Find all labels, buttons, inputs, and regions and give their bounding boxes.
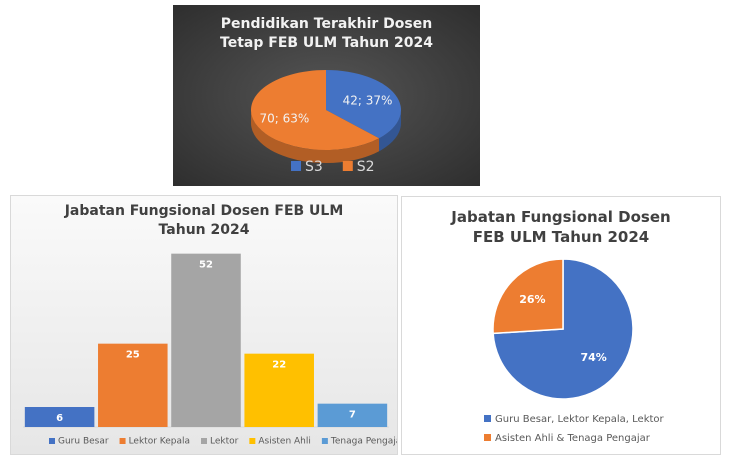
legend-swatch: [321, 438, 328, 444]
legend-label: Lektor: [210, 437, 239, 447]
chart-positions-bar: 6 25 52 22 7 Guru Besar Lektor Kepala Lektor Asi…: [10, 195, 398, 455]
data-label: 25: [126, 350, 140, 361]
bar: [98, 343, 168, 427]
legend-label: S3: [305, 159, 323, 175]
data-label: 26%: [519, 293, 545, 306]
chart-svg: 42; 37% 70; 63% S3 S2: [250, 70, 401, 175]
legend-swatch: [201, 438, 207, 444]
data-label: 7: [349, 410, 356, 421]
legend-swatch: [119, 438, 126, 444]
chart-title: Jabatan Fungsional Dosen FEB ULM Tahun 2…: [451, 208, 671, 247]
data-label: 52: [199, 260, 213, 271]
legend-label: Lektor Kepala: [129, 437, 190, 447]
data-label: 42; 37%: [343, 93, 393, 107]
legend-swatch: [249, 438, 256, 444]
legend-label: S2: [357, 159, 375, 175]
legend-swatch: [484, 434, 491, 441]
chart-education: 42; 37% 70; 63% S3 S2 Pendidikan Terakhir D…: [173, 5, 480, 186]
legend-label: Asisten Ahli & Tenaga Pengajar: [495, 433, 651, 444]
data-label: 70; 63%: [260, 112, 310, 126]
pie-slice-side: [251, 110, 380, 163]
bar: [317, 403, 388, 427]
bar: [244, 353, 314, 427]
data-label: 6: [56, 413, 63, 424]
legend-label: Guru Besar, Lektor Kepala, Lektor: [495, 414, 665, 425]
bar: [171, 253, 241, 427]
pie-slice: [250, 70, 380, 150]
legend-swatch: [291, 161, 301, 171]
legend-swatch: [342, 161, 353, 171]
data-label: 74%: [580, 351, 606, 364]
chart-svg: 6 25 52 22 7 Guru Besar Lektor Kepala Lektor Asi…: [23, 253, 397, 447]
legend-swatch: [49, 438, 55, 444]
chart-positions-pie: 74% 26% Guru Besar, Lektor Kepala, Lektor A…: [401, 196, 721, 455]
pie-slice: [492, 258, 564, 335]
chart-svg: 74% 26% Guru Besar, Lektor Kepala, Lektor A…: [484, 258, 665, 444]
data-label: 22: [272, 360, 286, 371]
legend-label: Tenaga Pengajar: [330, 437, 397, 447]
chart-title: Jabatan Fungsional Dosen FEB ULM Tahun 2…: [64, 203, 344, 238]
legend-label: Asisten Ahli: [258, 437, 311, 447]
pie-slice-side: [379, 110, 401, 152]
pie-slice: [326, 70, 401, 139]
legend-label: Guru Besar: [58, 437, 109, 447]
chart-title: Pendidikan Terakhir Dosen Tetap FEB ULM …: [220, 16, 433, 51]
bar: [24, 407, 95, 427]
legend-swatch: [484, 415, 491, 422]
